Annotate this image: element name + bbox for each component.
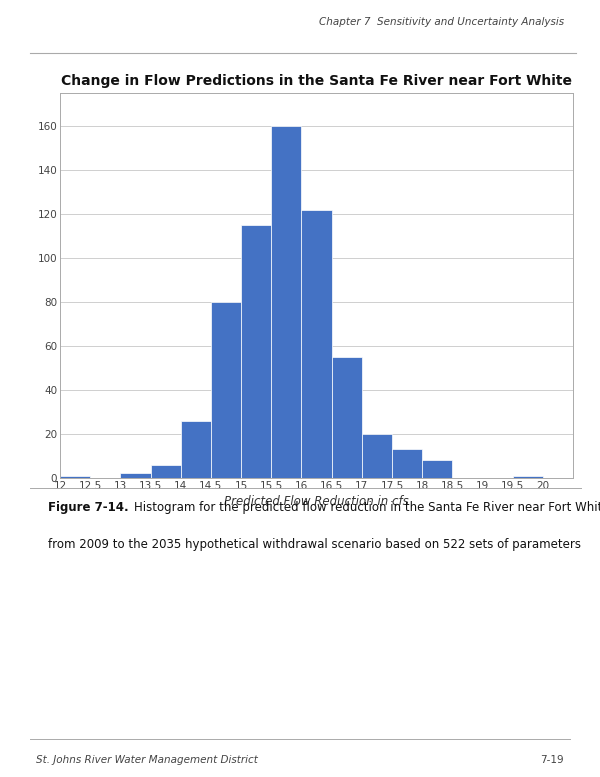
- Text: St. Johns River Water Management District: St. Johns River Water Management Distric…: [36, 755, 258, 765]
- Bar: [271, 126, 301, 478]
- Bar: [211, 302, 241, 478]
- Text: Figure 7-14.: Figure 7-14.: [48, 501, 128, 514]
- Bar: [332, 357, 362, 478]
- Title: Change in Flow Predictions in the Santa Fe River near Fort White: Change in Flow Predictions in the Santa …: [61, 74, 572, 88]
- Text: Histogram for the predicted flow reduction in the Santa Fe River near Fort White: Histogram for the predicted flow reducti…: [119, 501, 600, 514]
- Bar: [301, 210, 332, 478]
- Bar: [241, 225, 271, 478]
- Text: 7-19: 7-19: [541, 755, 564, 765]
- Bar: [151, 465, 181, 478]
- Text: from 2009 to the 2035 hypothetical withdrawal scenario based on 522 sets of para: from 2009 to the 2035 hypothetical withd…: [48, 538, 581, 551]
- Bar: [181, 420, 211, 478]
- Text: Chapter 7  Sensitivity and Uncertainty Analysis: Chapter 7 Sensitivity and Uncertainty An…: [319, 17, 564, 26]
- Bar: [362, 434, 392, 478]
- Bar: [392, 449, 422, 478]
- Bar: [121, 473, 151, 478]
- Bar: [60, 476, 90, 478]
- Bar: [512, 476, 543, 478]
- Bar: [422, 460, 452, 478]
- X-axis label: Predicted Flow Reduction in cfs: Predicted Flow Reduction in cfs: [224, 495, 409, 508]
